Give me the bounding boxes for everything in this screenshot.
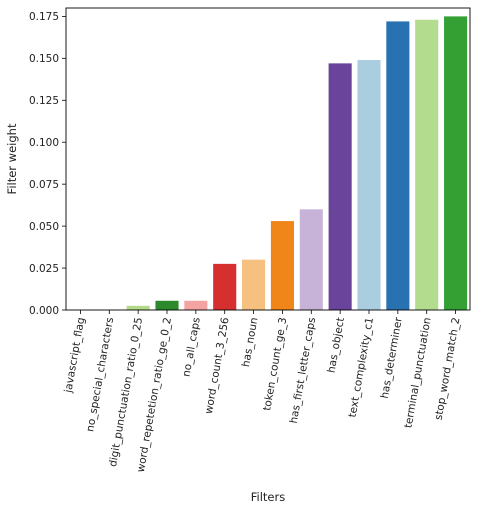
bar-token-count-ge-3 [270,221,294,310]
y-tick-label: 0.150 [29,53,59,65]
bar-word-count-3-256 [213,263,237,310]
x-tick-label: has_first_letter_caps [288,316,318,424]
bar-no-all-caps [184,300,208,310]
x-axis-label: Filters [251,490,285,504]
bar-has-noun [242,259,266,310]
x-tick-label: stop_word_match_2 [433,316,463,421]
bar-has-object [328,63,352,311]
bar-text-complexity-c1 [357,60,381,311]
x-tick-label: text_complexity_c1 [347,316,376,418]
x-tick-label: has_object [326,316,348,373]
y-tick-label: 0.075 [29,179,59,191]
y-axis-label: Filter weight [5,123,19,194]
bar-has-determiner [386,21,410,310]
x-tick-label: token_count_ge_3 [261,316,289,411]
bar-stop-word-match-2 [444,16,468,310]
bar-word-repetetion-ratio-ge-0-2 [155,300,179,310]
x-tick-label: no_special_characters [84,316,116,432]
x-tick-label: has_determiner [379,316,405,400]
x-tick-label: has_noun [240,316,261,368]
y-axis-ticks: 0.000 0.025 0.050 0.075 0.100 0.125 0.150 0.175 [29,11,66,317]
x-tick-label: no_all_caps [181,316,203,377]
x-tick-label: javascript_flag [62,316,87,394]
bars-group [126,16,468,311]
y-tick-label: 0.025 [29,263,59,275]
plot-frame [65,7,471,311]
x-tick-label: word_count_3_256 [203,316,232,415]
bar-has-first-letter-caps [299,209,323,310]
bar-terminal-punctuation [415,19,439,311]
y-tick-label: 0.175 [29,11,59,23]
y-tick-label: 0.000 [29,305,59,317]
bar-digit-punctuation-ratio-0-25 [126,305,150,310]
y-tick-label: 0.125 [29,95,59,107]
x-tick-label: terminal_punctuation [402,316,433,429]
y-tick-label: 0.100 [29,137,59,149]
x-axis-ticks: javascript_flagno_special_charactersdigi… [62,310,463,473]
y-tick-label: 0.050 [29,221,59,233]
